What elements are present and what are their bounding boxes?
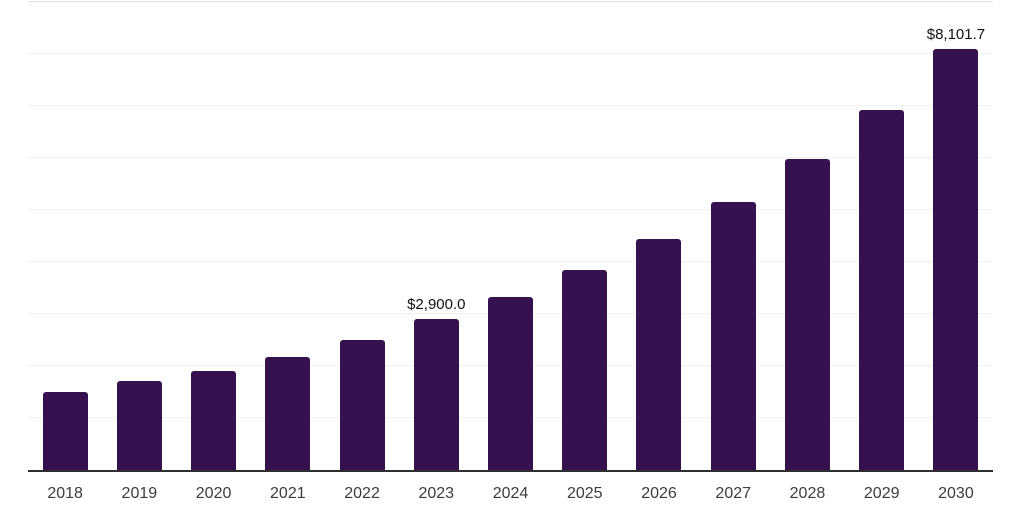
x-tick-2019: 2019 [121,485,158,502]
bar-slot-2028 [770,2,844,470]
bar-slot-2022 [325,2,399,470]
bar-slot-2023: $2,900.0 [399,2,473,470]
bar-slot-2027 [696,2,770,470]
x-axis-labels: 2018 2019 2020 2021 2022 2023 2024 2025 2026 2027… [28,484,993,503]
bar-slot-2021 [251,2,325,470]
bars-row: $2,900.0 $8,101.7 [28,2,993,470]
bar-value-label-2023: $2,900.0 [407,296,466,314]
gridline-8000 [28,53,993,54]
bar-2027 [710,202,756,470]
gridline-7000 [28,105,993,106]
bar-2022 [339,340,385,470]
gridline-9000 [28,1,993,2]
bar-2026 [636,238,682,470]
bar-slot-2025 [548,2,622,470]
x-tick-2028: 2028 [789,485,826,502]
bar-2029 [859,109,905,470]
bar-2025 [562,269,608,470]
bar-slot-2029 [845,2,919,470]
bar-2019 [116,381,162,470]
x-tick-2027: 2027 [715,485,752,502]
gridline-4000 [28,261,993,262]
bar-2028 [784,159,830,470]
bar-2020 [191,371,237,470]
x-tick-2021: 2021 [270,485,306,502]
bar-2018 [42,392,88,470]
bar-slot-2026 [622,2,696,470]
bar-2021 [265,357,311,470]
x-tick-2025: 2025 [566,485,603,502]
bar-slot-2018 [28,2,102,470]
x-tick-2024: 2024 [492,485,529,502]
plot-area: $2,900.0 $8,101.7 [28,1,993,470]
gridline-6000 [28,157,993,159]
x-tick-2020: 2020 [195,485,232,502]
bar-slot-2019 [102,2,176,470]
x-tick-2026: 2026 [641,485,677,502]
x-axis-line [28,470,993,472]
bar-slot-2024 [473,2,547,470]
bar-2023 [413,319,459,470]
bar-value-label-2030: $8,101.7 [926,25,986,43]
bar-slot-2030: $8,101.7 [919,2,993,470]
x-tick-2022: 2022 [344,485,380,502]
x-tick-2030: 2030 [938,485,974,502]
bar-2030 [933,48,979,470]
gridline-5000 [28,209,993,210]
x-tick-2018: 2018 [47,485,83,502]
x-tick-2029: 2029 [863,485,900,502]
x-tick-2023: 2023 [418,485,455,502]
bar-slot-2020 [176,2,250,470]
bar-2024 [488,296,534,470]
